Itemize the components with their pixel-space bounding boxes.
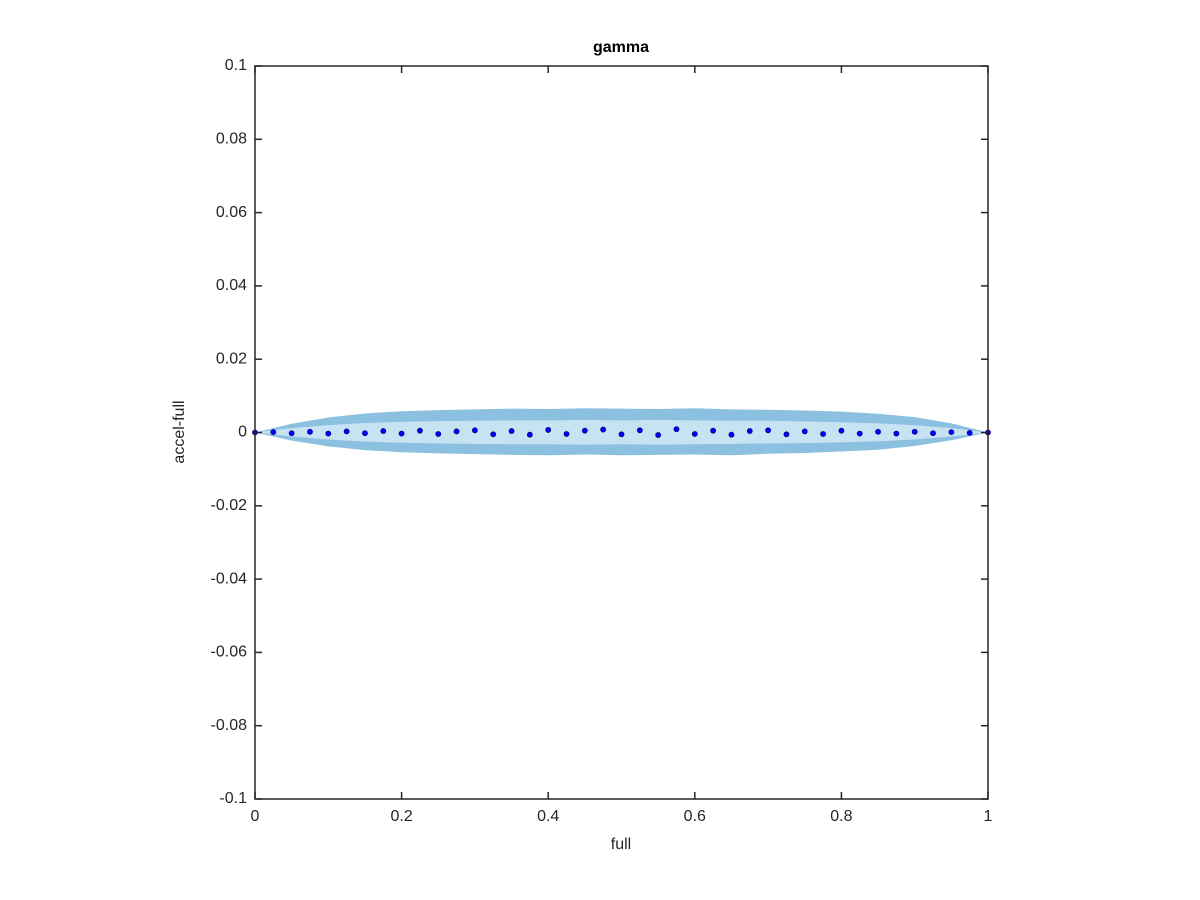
data-point — [435, 431, 442, 437]
data-point — [417, 427, 423, 434]
data-point — [490, 431, 497, 438]
x-tick-label: 0.2 — [390, 808, 412, 825]
data-point — [728, 431, 735, 438]
data-point — [526, 431, 533, 438]
data-point — [270, 429, 277, 436]
data-point — [930, 430, 936, 437]
data-point — [545, 427, 552, 433]
y-tick-label: -0.02 — [211, 497, 248, 514]
data-point — [838, 427, 845, 434]
data-point — [453, 428, 460, 435]
data-point — [508, 428, 515, 434]
data-point — [801, 428, 808, 435]
y-tick-label: 0.08 — [216, 131, 247, 148]
data-point — [875, 428, 881, 435]
data-point — [636, 427, 643, 434]
x-tick-label: 0 — [251, 808, 260, 825]
chart-title: gamma — [593, 39, 649, 56]
data-point — [325, 430, 332, 437]
data-point — [380, 428, 387, 434]
data-point — [783, 431, 790, 438]
x-tick-label: 0.8 — [830, 808, 852, 825]
data-point — [307, 428, 313, 435]
y-tick-label: 0.02 — [216, 350, 247, 367]
x-tick-label: 1 — [984, 808, 993, 825]
data-point — [691, 431, 698, 437]
y-tick-label: -0.06 — [211, 644, 248, 661]
data-point — [563, 431, 570, 437]
data-point — [288, 430, 295, 437]
y-tick-label: 0.06 — [216, 204, 247, 221]
data-point — [893, 430, 900, 437]
y-tick-label: 0 — [238, 424, 247, 441]
data-point — [765, 427, 771, 434]
data-point — [600, 426, 607, 433]
data-point — [655, 432, 662, 438]
data-point — [362, 430, 368, 437]
data-point — [820, 431, 826, 437]
data-point — [581, 427, 588, 434]
data-point — [710, 427, 717, 434]
y-tick-label: -0.1 — [219, 790, 247, 807]
x-axis-label: full — [611, 836, 631, 853]
y-tick-label: 0.04 — [216, 277, 247, 294]
data-point — [673, 426, 680, 433]
x-tick-label: 0.4 — [537, 808, 559, 825]
data-point — [856, 430, 863, 437]
y-tick-label: -0.04 — [211, 570, 248, 587]
y-tick-label: 0.1 — [225, 57, 247, 74]
data-point — [398, 430, 405, 437]
data-point — [618, 431, 625, 438]
data-point — [966, 429, 973, 436]
data-point — [746, 428, 753, 434]
data-point — [948, 429, 955, 436]
data-point — [911, 428, 918, 435]
x-tick-label: 0.6 — [684, 808, 706, 825]
data-point — [471, 427, 478, 434]
y-tick-label: -0.08 — [211, 717, 248, 734]
data-point — [343, 428, 350, 435]
y-axis-label: accel-full — [171, 400, 188, 463]
